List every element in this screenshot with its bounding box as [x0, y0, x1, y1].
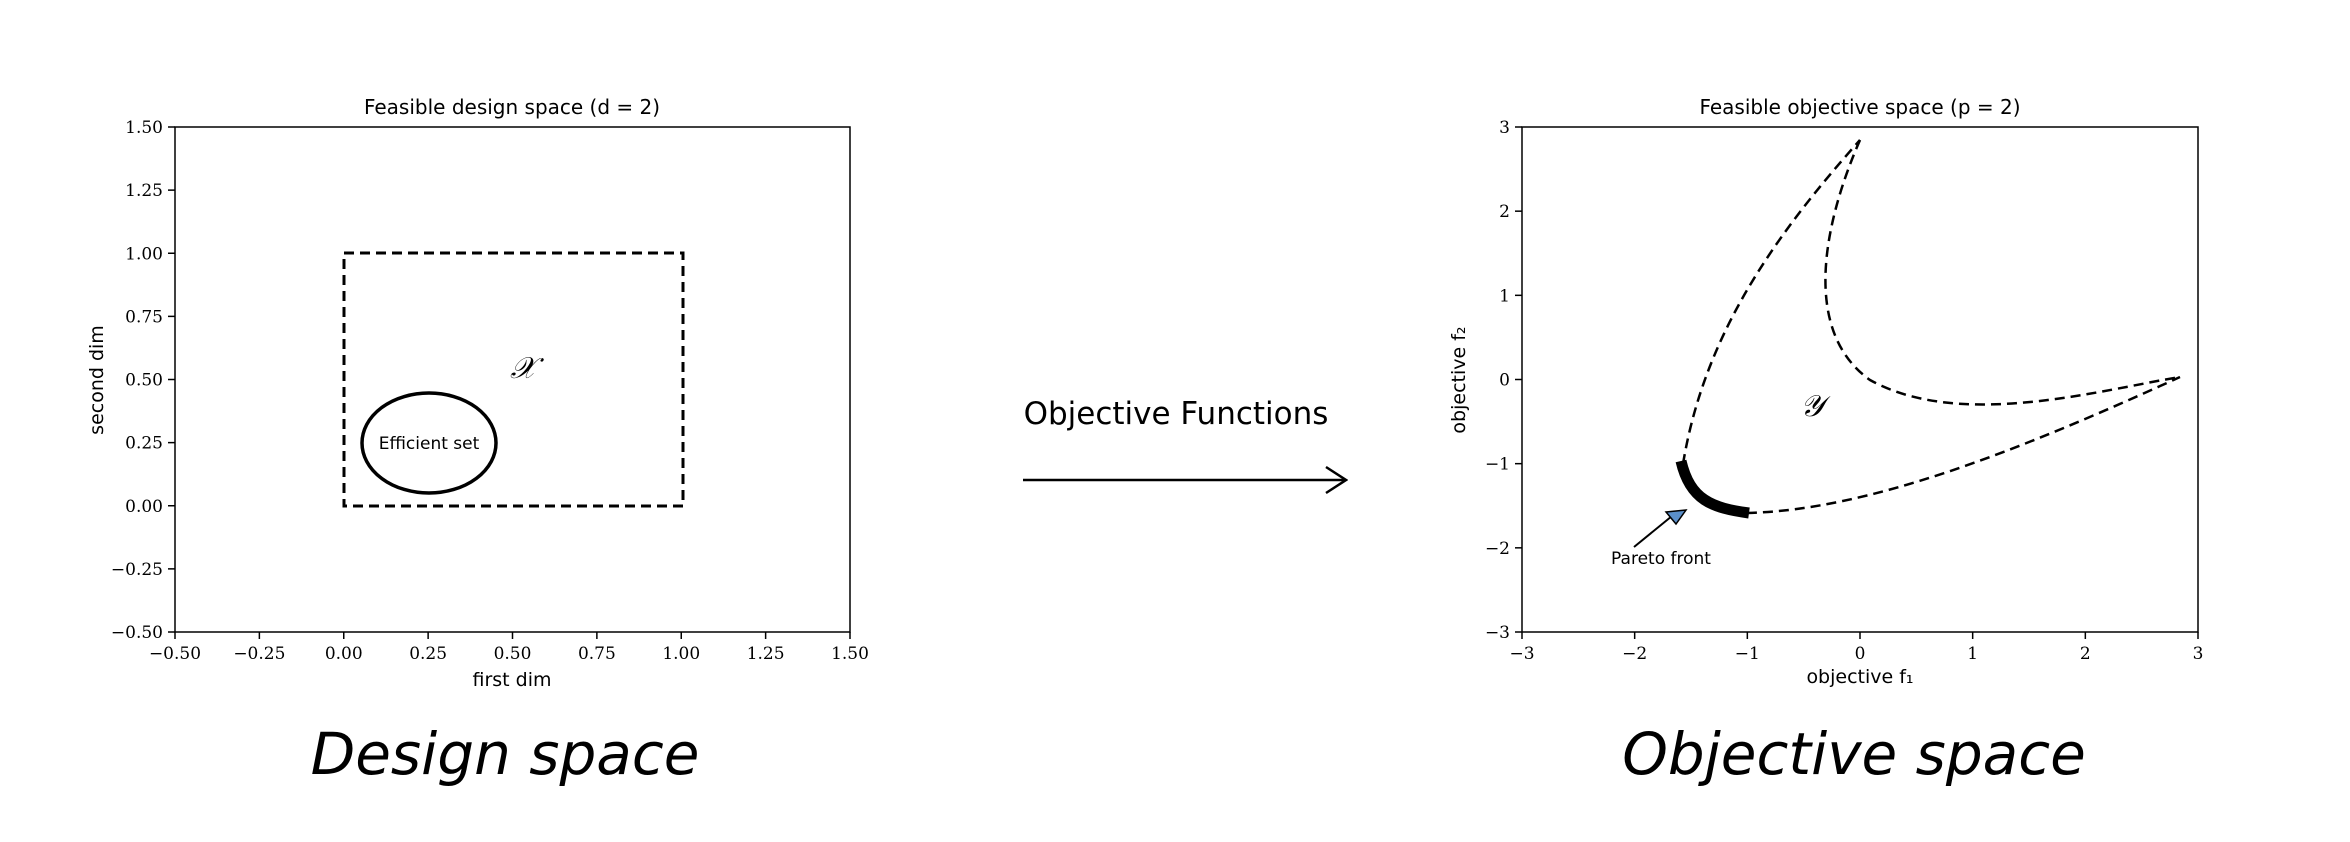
objective-boundary-left [1681, 139, 1861, 465]
y-tick-label: 0.25 [125, 434, 163, 454]
y-tick-label: −2 [1485, 539, 1510, 559]
objective-space-caption: Objective space [1622, 720, 2086, 788]
y-tick-label: 1 [1499, 286, 1510, 306]
design-x-label: first dim [472, 669, 551, 691]
x-tick-label: −0.50 [149, 644, 201, 664]
y-tick-label: −1 [1485, 455, 1510, 475]
pareto-annotation-line [1633, 515, 1673, 548]
objective-x-label: objective f₁ [1806, 666, 1913, 688]
x-tick-label: 1.50 [831, 644, 869, 664]
design-set-label: 𝒳 [510, 351, 544, 386]
objective-space-plot: Feasible objective space (p = 2) −3 −2 −1 0… [1448, 95, 2203, 688]
design-space-plot: Feasible design space (d = 2) −0.50 −0.25… [86, 95, 869, 691]
y-tick-label: 2 [1499, 202, 1510, 222]
y-tick-label: −0.50 [111, 623, 163, 643]
x-tick-label: −2 [1622, 644, 1647, 664]
x-tick-label: 0.50 [494, 644, 532, 664]
objective-set-label: 𝒴 [1800, 389, 1831, 424]
y-tick-label: 3 [1499, 118, 1510, 138]
x-tick-label: 2 [2080, 644, 2091, 664]
y-tick-label: 1.50 [125, 118, 163, 138]
x-tick-label: 3 [2193, 644, 2204, 664]
pareto-front-curve [1675, 459, 1750, 519]
arrow-label: Objective Functions [1024, 396, 1329, 432]
x-tick-label: −3 [1509, 644, 1534, 664]
y-tick-label: 0.75 [125, 307, 163, 327]
x-tick-label: 1.00 [662, 644, 700, 664]
pareto-front-label: Pareto front [1611, 549, 1711, 569]
design-space-caption: Design space [311, 720, 700, 788]
x-tick-label: 0.00 [325, 644, 363, 664]
y-tick-label: 0 [1499, 371, 1510, 391]
y-tick-label: 0.00 [125, 497, 163, 517]
y-tick-label: 1.00 [125, 244, 163, 264]
y-tick-label: −0.25 [111, 560, 163, 580]
design-y-ticks: −0.50 −0.25 0.00 0.25 0.50 0.75 1.00 1.25 1.50 [111, 118, 175, 643]
x-tick-label: −0.25 [233, 644, 285, 664]
x-tick-label: 0.75 [578, 644, 616, 664]
objective-boundary-lower [1746, 375, 2181, 515]
objective-y-ticks: −3 −2 −1 0 1 2 3 [1485, 118, 1522, 643]
design-x-ticks: −0.50 −0.25 0.00 0.25 0.50 0.75 1.00 1.25 1.50 [149, 632, 869, 664]
efficient-set-ellipse [360, 391, 498, 495]
x-tick-label: 1.25 [747, 644, 785, 664]
objective-x-ticks: −3 −2 −1 0 1 2 3 [1509, 632, 2203, 664]
y-tick-label: 1.25 [125, 181, 163, 201]
y-tick-label: −3 [1485, 623, 1510, 643]
x-tick-label: 0 [1855, 644, 1866, 664]
x-tick-label: 1 [1967, 644, 1978, 664]
x-tick-label: −1 [1735, 644, 1760, 664]
objective-plot-title: Feasible objective space (p = 2) [1699, 95, 2020, 119]
mapping-arrow-group: Objective Functions [1023, 396, 1346, 480]
y-tick-label: 0.50 [125, 371, 163, 391]
objective-y-label: objective f₂ [1448, 326, 1470, 433]
objective-boundary-inner [1824, 139, 2181, 406]
feasible-design-set [342, 251, 685, 508]
design-y-label: second dim [86, 325, 108, 435]
efficient-set-label: Efficient set [379, 434, 480, 454]
design-plot-title: Feasible design space (d = 2) [364, 95, 660, 119]
x-tick-label: 0.25 [409, 644, 447, 664]
pareto-annotation-arrowhead [1664, 509, 1688, 526]
